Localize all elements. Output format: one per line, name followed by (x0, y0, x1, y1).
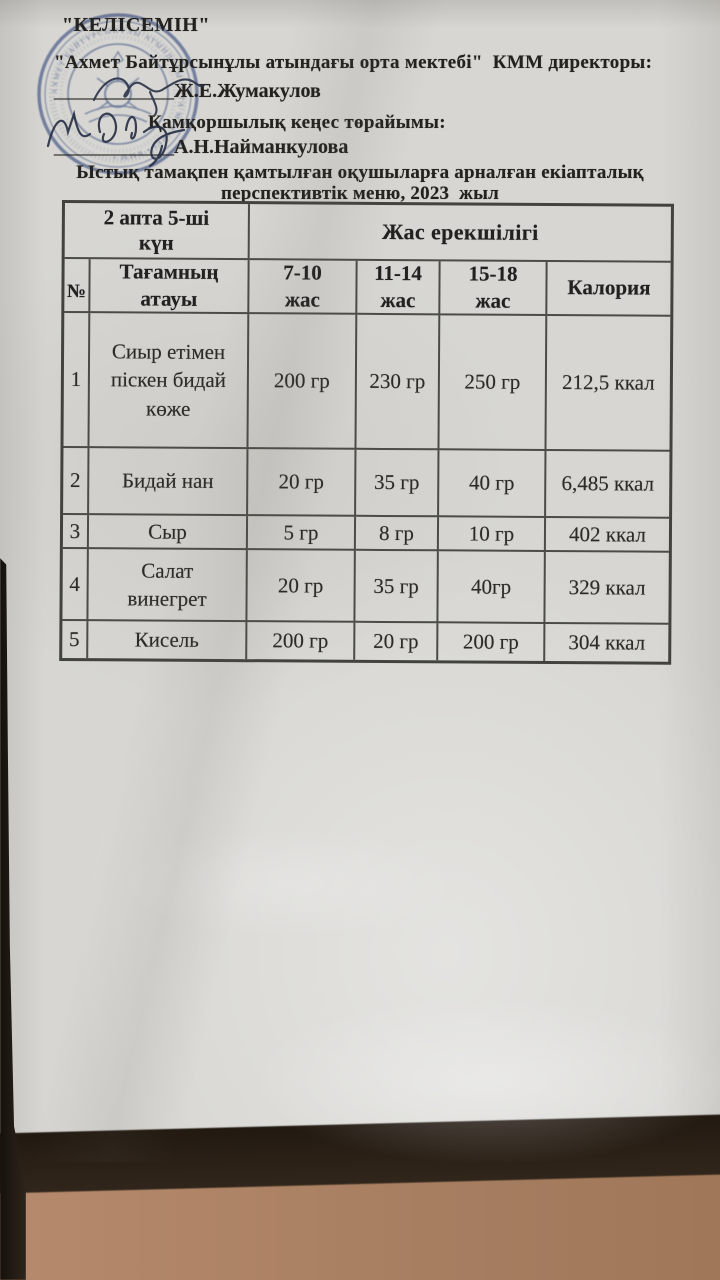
row1-num: 1 (63, 313, 91, 449)
row5-age-7-10: 200 гр (247, 622, 356, 660)
row5-num: 5 (62, 621, 89, 659)
row4-age-7-10: 20 гр (247, 550, 356, 623)
row2-dish: Бидай нан (89, 448, 249, 517)
signature-blank-line: ____________ (54, 136, 174, 158)
row4-age-11-14: 35 гр (355, 550, 439, 624)
row1-age-11-14: 230 гр (356, 314, 441, 451)
row4-calories: 329 ккал (545, 551, 669, 625)
row5-age-15-18: 200 гр (438, 623, 546, 661)
column-header-dish: Тағамның атауы (90, 259, 250, 315)
director-name: Ж.Е.Жумакулов (174, 80, 321, 102)
paper-sheet (0, 0, 720, 1162)
menu-title-line2: перспективтік меню, 2023 жыл (221, 183, 499, 204)
table-corner-week-day-cell: 2 апта 5-ші күн (64, 203, 250, 261)
column-header-age-11-14: 11-14 жас (357, 260, 441, 316)
chair-signature-line: ____________ А.Н.Найманкулова (54, 136, 348, 159)
row1-dish: Сиыр етімен піскен бидай көже (89, 313, 250, 450)
row3-age-7-10: 5 гр (247, 516, 357, 551)
row3-dish: Сыр (88, 515, 249, 551)
row4-age-15-18: 40гр (438, 551, 546, 624)
column-header-calories: Калория (547, 261, 671, 317)
row2-num: 2 (63, 448, 90, 516)
row1-calories: 212,5 ккал (546, 315, 671, 452)
row1-age-15-18: 250 гр (439, 315, 548, 451)
menu-table: 2 апта 5-ші күн Жас ерекшілігі № Тағамны… (59, 200, 674, 665)
council-chair-role-line: Қамқоршылық кеңес төрайымы: (148, 112, 446, 133)
row1-age-7-10: 200 гр (248, 314, 358, 450)
school-and-director-line: "Ахмет Байтұрсынұлы атындағы орта мектеб… (54, 52, 653, 73)
row3-num: 3 (62, 515, 90, 550)
row5-dish: Кисель (88, 621, 248, 660)
row5-calories: 304 ккал (568, 630, 646, 655)
column-header-num: № (64, 259, 91, 314)
row4-dish: Салат винегрет (88, 549, 248, 623)
row2-age-15-18: 40 гр (439, 450, 547, 518)
column-header-age-7-10: 7-10 жас (249, 260, 358, 315)
row2-calories: 6,485 ккал (546, 450, 670, 519)
row2-age-7-10: 20 гр (248, 449, 357, 517)
row4-num: 4 (62, 549, 89, 622)
menu-title-line1: Ыстық тамақпен қамтылған оқушыларға арна… (76, 162, 644, 183)
row2-age-11-14: 35 гр (356, 449, 440, 518)
director-handwritten-signature (92, 77, 206, 118)
row5-age-11-14: 20 гр (355, 622, 439, 661)
column-header-age-15-18: 15-18 жас (440, 261, 548, 316)
chair-handwritten-signature (46, 109, 186, 168)
row3-age-11-14: 8 гр (355, 516, 440, 552)
row3-age-15-18: 10 гр (438, 517, 547, 552)
chair-name: А.Н.Найманкулова (174, 136, 349, 158)
row3-calories: 402 ккал (545, 517, 670, 553)
age-group-header-cell: Жас ерекшілігі (249, 204, 671, 263)
approval-word: "КЕЛІСЕМІН" (62, 14, 210, 36)
